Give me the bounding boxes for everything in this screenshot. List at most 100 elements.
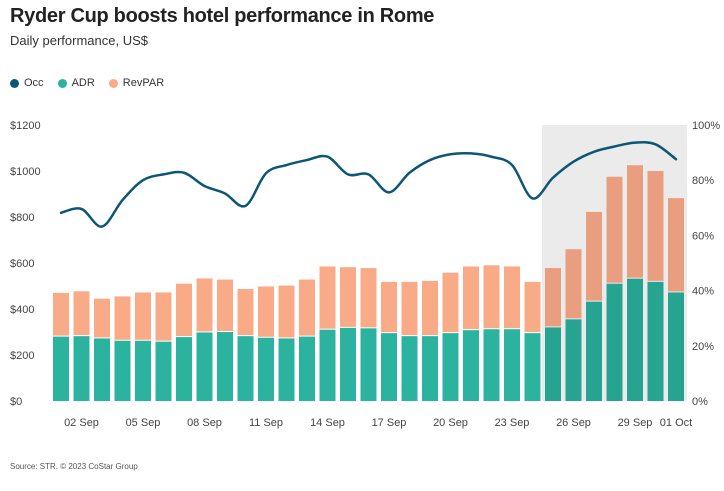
bar-adr: [647, 281, 664, 401]
bar-adr: [606, 283, 623, 401]
bar-revpar: [442, 272, 459, 333]
y-right-tick-label: 80%: [692, 175, 714, 187]
y-right-tick-label: 40%: [692, 286, 714, 298]
bar-revpar: [217, 279, 233, 331]
bar-revpar: [53, 292, 69, 336]
y-right-tick-label: 60%: [692, 230, 714, 242]
bar-adr: [442, 333, 459, 401]
legend: Occ ADR RevPAR: [10, 77, 164, 89]
bar-revpar: [258, 286, 274, 337]
bar-adr: [73, 336, 90, 401]
bar-revpar: [504, 266, 520, 329]
bar-revpar: [340, 267, 356, 327]
bar-adr: [94, 338, 110, 401]
bar-adr: [360, 328, 377, 401]
bar-revpar: [196, 278, 213, 332]
bar-adr: [586, 301, 602, 401]
legend-revpar-swatch: [108, 78, 118, 88]
bar-revpar: [278, 285, 295, 338]
x-tick-label: 01 Oct: [660, 417, 692, 429]
bar-revpar: [401, 281, 418, 336]
y-left-tick-label: $1000: [10, 166, 41, 178]
bar-revpar: [360, 268, 377, 328]
legend-adr-label: ADR: [71, 77, 95, 89]
bar-revpar: [586, 211, 602, 301]
bar-adr: [278, 338, 295, 401]
line-occ: [59, 141, 678, 228]
bar-adr: [237, 336, 254, 401]
legend-adr-swatch: [57, 78, 67, 88]
bar-adr: [319, 329, 336, 401]
bar-adr: [422, 336, 438, 401]
bar-adr: [627, 278, 643, 401]
y-left-tick-label: $200: [10, 350, 34, 362]
y-left-tick-label: $600: [10, 258, 34, 270]
y-left-tick-label: $0: [10, 396, 22, 408]
bar-adr: [258, 337, 274, 401]
x-tick-label: 05 Sep: [126, 417, 161, 429]
bar-revpar: [565, 249, 582, 319]
legend-adr: ADR: [57, 77, 95, 89]
bar-revpar: [463, 266, 479, 330]
bar-revpar: [627, 165, 643, 278]
bar-revpar: [422, 280, 438, 336]
bar-revpar: [545, 268, 561, 327]
bar-revpar: [299, 279, 315, 336]
bar-revpar: [114, 296, 131, 340]
bar-revpar: [94, 298, 110, 338]
x-tick-label: 02 Sep: [64, 417, 99, 429]
y-left-tick-label: $800: [10, 212, 34, 224]
bar-revpar: [155, 292, 172, 341]
bar-adr: [155, 341, 172, 401]
chart-subtitle: Daily performance, US$: [10, 33, 148, 48]
y-left-tick-label: $400: [10, 304, 34, 316]
x-tick-label: 17 Sep: [372, 417, 407, 429]
bar-adr: [463, 330, 479, 401]
bar-adr: [483, 329, 500, 401]
y-left-tick-label: $1200: [10, 120, 41, 132]
bar-revpar: [524, 281, 541, 333]
y-right-tick-label: 20%: [692, 341, 714, 353]
y-right-tick-label: 0%: [692, 396, 708, 408]
bar-adr: [340, 327, 356, 401]
legend-occ-label: Occ: [24, 77, 44, 89]
bar-adr: [114, 340, 131, 401]
bar-adr: [299, 336, 315, 401]
bar-adr: [176, 337, 192, 401]
bar-adr: [565, 319, 582, 401]
x-tick-label: 23 Sep: [495, 417, 530, 429]
bar-adr: [196, 332, 213, 401]
x-tick-label: 08 Sep: [187, 417, 222, 429]
x-tick-label: 26 Sep: [556, 417, 591, 429]
bar-adr: [135, 340, 151, 401]
bar-adr: [504, 329, 520, 401]
legend-occ-swatch: [10, 78, 19, 88]
bar-revpar: [319, 266, 336, 329]
bar-adr: [53, 336, 69, 401]
legend-occ: Occ: [10, 77, 44, 89]
x-tick-label: 11 Sep: [249, 417, 283, 429]
source-note: Source: STR. © 2023 CoStar Group: [10, 462, 138, 471]
bar-adr: [545, 327, 561, 401]
bar-adr: [401, 336, 418, 401]
bar-revpar: [483, 265, 500, 329]
legend-revpar-label: RevPAR: [122, 77, 165, 89]
bar-revpar: [237, 288, 254, 336]
bar-revpar: [381, 281, 397, 333]
bar-revpar: [606, 176, 623, 283]
x-tick-label: 20 Sep: [433, 417, 468, 429]
x-tick-label: 14 Sep: [310, 417, 345, 429]
bar-revpar: [176, 283, 192, 337]
y-right-tick-label: 100%: [692, 120, 720, 132]
bar-adr: [524, 333, 541, 401]
bar-revpar: [647, 171, 664, 281]
x-tick-label: 29 Sep: [618, 417, 653, 429]
bar-revpar: [135, 292, 151, 340]
bar-adr: [381, 333, 397, 401]
bar-revpar: [73, 291, 90, 336]
bar-revpar: [668, 198, 684, 292]
bar-adr: [668, 292, 684, 401]
bar-adr: [217, 332, 233, 401]
legend-revpar: RevPAR: [108, 77, 165, 89]
